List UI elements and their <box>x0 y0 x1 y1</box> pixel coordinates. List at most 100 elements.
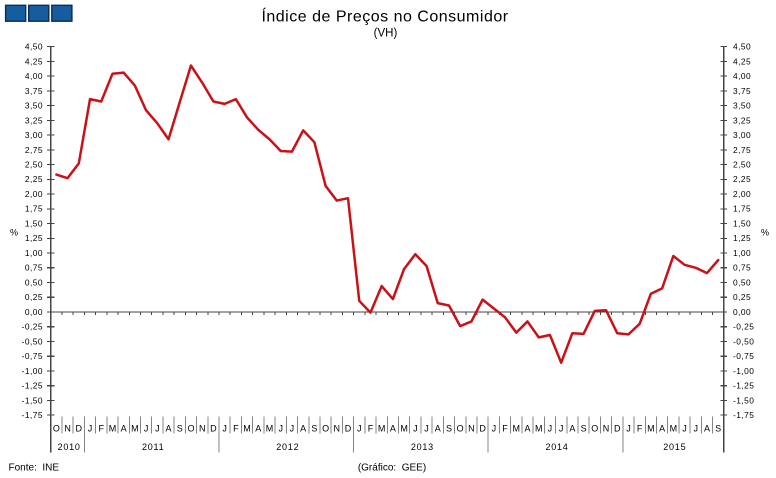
svg-text:M: M <box>266 424 274 434</box>
svg-text:M: M <box>109 424 117 434</box>
svg-text:A: A <box>166 424 172 434</box>
svg-text:M: M <box>243 424 251 434</box>
svg-text:3,50: 3,50 <box>733 101 751 111</box>
svg-text:0,00: 0,00 <box>733 307 751 317</box>
svg-text:S: S <box>446 424 452 434</box>
svg-text:M: M <box>513 424 521 434</box>
svg-text:O: O <box>187 424 194 434</box>
svg-text:F: F <box>502 424 508 434</box>
svg-text:3,00: 3,00 <box>25 130 43 140</box>
svg-text:F: F <box>98 424 104 434</box>
svg-text:2012: 2012 <box>276 442 299 452</box>
svg-text:A: A <box>255 424 261 434</box>
svg-text:4,00: 4,00 <box>733 71 751 81</box>
svg-text:J: J <box>626 424 631 434</box>
svg-text:J: J <box>222 424 227 434</box>
svg-text:-0,25: -0,25 <box>733 322 754 332</box>
svg-text:-1,00: -1,00 <box>22 366 43 376</box>
svg-text:D: D <box>479 424 486 434</box>
svg-text:4,25: 4,25 <box>733 56 751 66</box>
svg-text:N: N <box>468 424 475 434</box>
svg-text:J: J <box>424 424 429 434</box>
svg-text:J: J <box>278 424 283 434</box>
svg-text:N: N <box>64 424 71 434</box>
svg-text:J: J <box>694 424 699 434</box>
svg-text:2,50: 2,50 <box>733 160 751 170</box>
svg-text:-1,50: -1,50 <box>733 395 754 405</box>
svg-text:%: % <box>761 228 769 238</box>
svg-text:J: J <box>559 424 564 434</box>
svg-text:J: J <box>155 424 160 434</box>
svg-text:-1,75: -1,75 <box>733 410 754 420</box>
svg-text:A: A <box>659 424 665 434</box>
svg-text:-1,25: -1,25 <box>733 381 754 391</box>
svg-text:M: M <box>647 424 655 434</box>
svg-text:F: F <box>637 424 643 434</box>
svg-text:-0,50: -0,50 <box>733 336 754 346</box>
svg-text:-1,00: -1,00 <box>733 366 754 376</box>
svg-text:2,00: 2,00 <box>25 189 43 199</box>
svg-text:2,75: 2,75 <box>25 145 43 155</box>
svg-text:O: O <box>457 424 464 434</box>
svg-text:D: D <box>614 424 621 434</box>
svg-text:O: O <box>591 424 598 434</box>
svg-text:1,25: 1,25 <box>733 233 751 243</box>
svg-text:3,50: 3,50 <box>25 101 43 111</box>
svg-text:0,50: 0,50 <box>25 277 43 287</box>
svg-text:S: S <box>177 424 183 434</box>
svg-text:1,25: 1,25 <box>25 233 43 243</box>
svg-text:S: S <box>311 424 317 434</box>
svg-text:O: O <box>53 424 60 434</box>
svg-text:4,50: 4,50 <box>733 42 751 52</box>
svg-text:D: D <box>210 424 217 434</box>
svg-text:2,25: 2,25 <box>25 174 43 184</box>
svg-text:1,00: 1,00 <box>733 248 751 258</box>
svg-text:1,50: 1,50 <box>733 218 751 228</box>
svg-text:0,25: 0,25 <box>25 292 43 302</box>
svg-text:A: A <box>569 424 575 434</box>
svg-text:2,00: 2,00 <box>733 189 751 199</box>
svg-text:J: J <box>492 424 497 434</box>
svg-text:J: J <box>682 424 687 434</box>
svg-text:J: J <box>290 424 295 434</box>
svg-text:4,50: 4,50 <box>25 42 43 52</box>
svg-text:M: M <box>670 424 678 434</box>
svg-text:(VH): (VH) <box>374 27 398 39</box>
svg-text:J: J <box>357 424 362 434</box>
svg-text:M: M <box>400 424 408 434</box>
svg-text:0,25: 0,25 <box>733 292 751 302</box>
svg-text:J: J <box>548 424 553 434</box>
svg-text:N: N <box>603 424 610 434</box>
svg-text:(Gráfico: GEE): (Gráfico: GEE) <box>358 463 426 474</box>
svg-text:A: A <box>704 424 710 434</box>
svg-text:0,50: 0,50 <box>733 277 751 287</box>
svg-text:3,75: 3,75 <box>25 86 43 96</box>
svg-text:M: M <box>535 424 543 434</box>
svg-text:S: S <box>715 424 721 434</box>
svg-text:O: O <box>322 424 329 434</box>
svg-text:A: A <box>435 424 441 434</box>
svg-text:4,00: 4,00 <box>25 71 43 81</box>
svg-text:2010: 2010 <box>58 442 81 452</box>
svg-text:Índice de Preços no Consumidor: Índice de Preços no Consumidor <box>261 7 508 26</box>
svg-text:F: F <box>368 424 374 434</box>
svg-text:J: J <box>413 424 418 434</box>
svg-text:-1,25: -1,25 <box>22 381 43 391</box>
svg-text:3,00: 3,00 <box>733 130 751 140</box>
svg-text:A: A <box>390 424 396 434</box>
svg-text:3,25: 3,25 <box>733 115 751 125</box>
svg-text:N: N <box>334 424 341 434</box>
svg-text:2,75: 2,75 <box>733 145 751 155</box>
svg-text:0,75: 0,75 <box>733 263 751 273</box>
svg-text:A: A <box>524 424 530 434</box>
svg-text:1,75: 1,75 <box>25 204 43 214</box>
svg-text:2,50: 2,50 <box>25 160 43 170</box>
svg-text:2014: 2014 <box>546 442 569 452</box>
svg-text:F: F <box>233 424 239 434</box>
svg-text:-0,25: -0,25 <box>22 322 43 332</box>
svg-text:1,75: 1,75 <box>733 204 751 214</box>
svg-text:1,00: 1,00 <box>25 248 43 258</box>
svg-text:3,75: 3,75 <box>733 86 751 96</box>
svg-text:4,25: 4,25 <box>25 56 43 66</box>
svg-text:M: M <box>131 424 139 434</box>
